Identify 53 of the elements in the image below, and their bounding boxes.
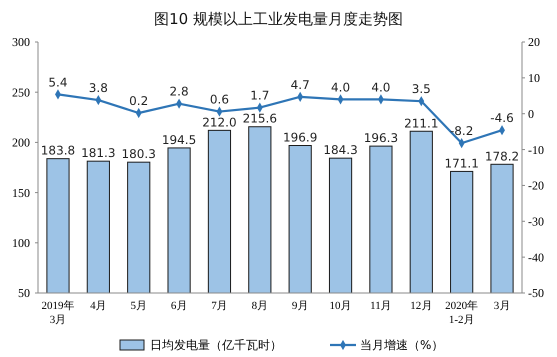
data-label: 211.1 — [404, 116, 438, 130]
x-tick-label: 6月 — [170, 300, 188, 312]
y-tick-label: 150 — [12, 186, 30, 200]
y2-tick-label: -10 — [528, 142, 544, 157]
data-label: 0.6 — [210, 92, 229, 107]
data-label: 178.2 — [484, 149, 520, 164]
x-tick-label: 10月 — [330, 300, 352, 312]
data-label: 181.3 — [81, 146, 116, 160]
data-label: 5.4 — [48, 75, 68, 90]
x-tick-label: 5月 — [130, 300, 147, 312]
legend-label: 当月增速（%） — [360, 338, 444, 352]
x-tick-label: 8月 — [252, 300, 268, 312]
x-tick-label: 2019年 3月 — [41, 300, 74, 326]
data-label: 184.3 — [323, 143, 358, 158]
data-label: 4.7 — [290, 78, 310, 92]
x-tick-label: 12月 — [410, 300, 432, 312]
data-label: -8.2 — [450, 124, 474, 138]
y-tick-label: 50 — [18, 286, 30, 300]
data-label: 1.7 — [250, 88, 270, 103]
data-label: 3.5 — [412, 82, 431, 96]
y-tick-label: 250 — [12, 85, 30, 100]
y-tick-label: 100 — [12, 236, 30, 250]
data-label: 196.9 — [283, 130, 318, 145]
y2-tick-label: -20 — [528, 178, 544, 193]
y2-tick-label: 10 — [528, 71, 540, 86]
data-label: 0.2 — [129, 94, 148, 108]
data-label: 171.1 — [444, 156, 479, 170]
data-label: 212.0 — [202, 115, 237, 130]
x-tick-label: 4月 — [90, 300, 107, 312]
y2-tick-label: 20 — [528, 35, 540, 50]
y2-tick-label: -30 — [528, 214, 544, 228]
y-tick-label: 300 — [12, 35, 30, 50]
y-tick-label: 200 — [12, 136, 30, 150]
data-label: 196.3 — [364, 131, 398, 146]
x-tick-label: 11月 — [370, 300, 392, 312]
data-label: 4.0 — [371, 80, 390, 94]
chart-title: 图10 规模以上工业发电量月度走势图 — [154, 10, 403, 28]
y2-tick-label: -40 — [528, 250, 544, 264]
data-label: 180.3 — [122, 147, 156, 162]
x-tick-label: 3月 — [494, 300, 510, 312]
data-label: 215.6 — [242, 112, 277, 126]
data-label: 183.8 — [40, 144, 76, 158]
legend-label: 日均发电量（亿千瓦时） — [150, 338, 282, 352]
y2-tick-label: 0 — [528, 106, 534, 121]
data-label: 2.8 — [170, 84, 189, 99]
data-label: 4.0 — [331, 80, 350, 94]
y2-tick-label: -50 — [528, 286, 544, 300]
x-tick-label: 7月 — [211, 300, 228, 312]
x-tick-label: 2020年 1-2月 — [445, 300, 478, 326]
data-label: 3.8 — [88, 81, 108, 96]
data-label: -4.6 — [490, 111, 514, 126]
x-tick-label: 9月 — [292, 300, 308, 312]
data-label: 194.5 — [162, 132, 196, 147]
